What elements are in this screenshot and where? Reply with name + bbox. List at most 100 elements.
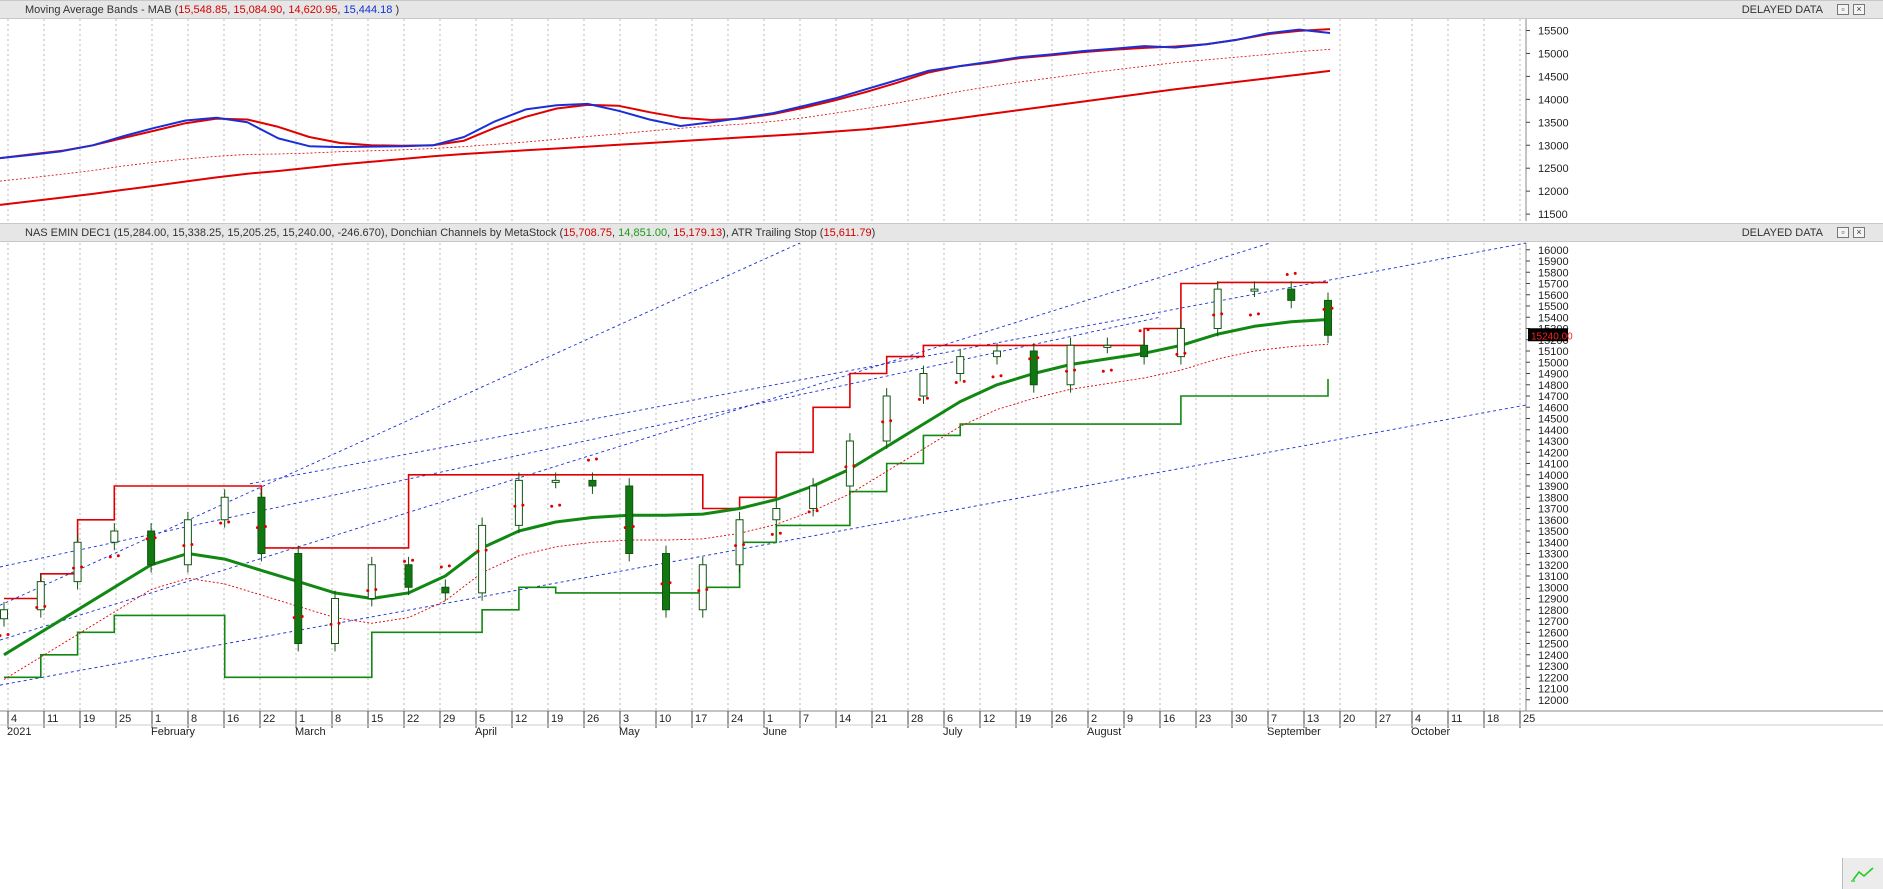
y-tick-label: 14300 [1538,436,1569,448]
x-tick-label: 18 [1487,713,1499,725]
candle-body [478,524,487,594]
candle-body [514,479,523,526]
x-tick-label: 1 [155,713,161,725]
x-tick-label: 7 [1271,713,1277,725]
candle-body [110,530,119,543]
atr-stop-dot [227,520,231,524]
close-icon[interactable]: × [1853,227,1865,238]
x-tick-label: 6 [947,713,953,725]
x-tick-label: 11 [47,713,58,725]
y-tick-label: 15600 [1538,290,1569,302]
y-tick-label: 13000 [1538,140,1569,152]
candle-body [735,519,744,566]
atr-stop-dot [1220,312,1224,316]
y-tick-label: 14500 [1538,71,1569,83]
x-tick-label: 25 [119,713,131,725]
x-month-label: October [1411,726,1450,738]
price-title-main: NAS EMIN DEC1 (15,284.00, 15,338.25, 15,… [25,227,564,239]
y-tick-label: 13900 [1538,481,1569,493]
y-tick-label: 14900 [1538,369,1569,381]
restore-icon[interactable]: ▫ [1837,227,1849,238]
mab-panel-title: Moving Average Bands - MAB (15,548.85, 1… [25,4,400,16]
dotted-average-line [3,343,1329,680]
candle-body [1029,350,1038,386]
x-tick-label: 17 [695,713,707,725]
atr-stop-dot [329,622,333,626]
x-month-label: August [1087,726,1121,738]
atr-stop-dot [521,503,525,507]
x-tick-label: 9 [1127,713,1133,725]
price-chart: 1200012100122001230012400125001260012700… [0,242,1573,711]
x-month-label: February [151,726,196,738]
candle-body [147,530,156,566]
candle-body [294,553,303,644]
restore-icon[interactable]: ▫ [1837,4,1849,15]
x-tick-label: 19 [83,713,95,725]
y-tick-label: 13500 [1538,526,1569,538]
y-tick-label: 12200 [1538,672,1569,684]
donchian-upper-line [4,281,1328,600]
y-tick-label: 12300 [1538,661,1569,673]
x-tick-label: 5 [479,713,485,725]
candle-body [1103,344,1112,348]
atr-stop-dot [1036,356,1040,360]
atr-stop-dot [594,457,598,461]
y-tick-label: 12000 [1538,186,1569,198]
atr-stop-dot [1101,369,1105,373]
atr-stop-dot [1322,307,1326,311]
y-tick-label: 13500 [1538,117,1569,129]
atr-stop-dot [705,588,709,591]
delayed-data-label: DELAYED DATA [1741,4,1823,16]
mab-value-lower: 14,620.95 [288,4,338,16]
candle-body [1176,328,1185,358]
y-tick-label: 12500 [1538,163,1569,175]
y-tick-label: 15900 [1538,256,1569,268]
y-tick-label: 12800 [1538,605,1569,617]
candle-body [919,373,928,397]
y-tick-label: 14400 [1538,425,1569,437]
atr-stop-dot [889,419,893,423]
mab-price-line [0,28,1331,160]
atr-stop-dot [219,521,223,525]
x-month-label: March [295,726,326,738]
mab-value-upper: 15,548.85 [178,4,228,16]
y-tick-label: 11500 [1538,209,1568,221]
trend-line [0,316,1161,568]
candle-body [73,541,82,583]
candle-body [1250,288,1259,292]
atr-stop-dot [153,536,157,540]
atr-stop-dot [182,544,186,548]
y-tick-label: 15500 [1538,301,1569,313]
trend-line [249,242,1527,485]
x-tick-label: 22 [263,713,275,725]
atr-stop-dot [1138,329,1142,333]
x-tick-label: 19 [551,713,563,725]
y-tick-label: 12600 [1538,627,1569,639]
atr-stop-dot [815,509,819,513]
atr-stop-dot [697,589,701,593]
close-icon[interactable]: × [1853,4,1865,15]
candle-body [0,609,8,620]
price-title-end: ) [871,227,876,239]
atr-stop-dot [35,606,39,609]
candle-body [772,508,781,521]
atr-stop-dot [742,543,746,546]
x-tick-label: 12 [515,713,527,725]
atr-stop-dot [0,634,2,638]
candle-body [1140,344,1149,358]
y-tick-label: 15400 [1538,312,1569,324]
candle-body [845,440,854,487]
candle-body [588,479,597,487]
x-tick-label: 3 [623,713,629,725]
y-tick-label: 15000 [1538,48,1569,60]
atr-stop-dot [1212,313,1216,317]
atr-stop-dot [411,558,415,562]
y-tick-label: 13100 [1538,571,1569,583]
y-tick-label: 14200 [1538,447,1569,459]
x-tick-label: 1 [767,713,773,725]
candle-body [367,564,376,599]
x-tick-label: 16 [1163,713,1175,725]
y-tick-label: 13000 [1538,582,1569,594]
atr-stop-dot [1109,368,1113,372]
